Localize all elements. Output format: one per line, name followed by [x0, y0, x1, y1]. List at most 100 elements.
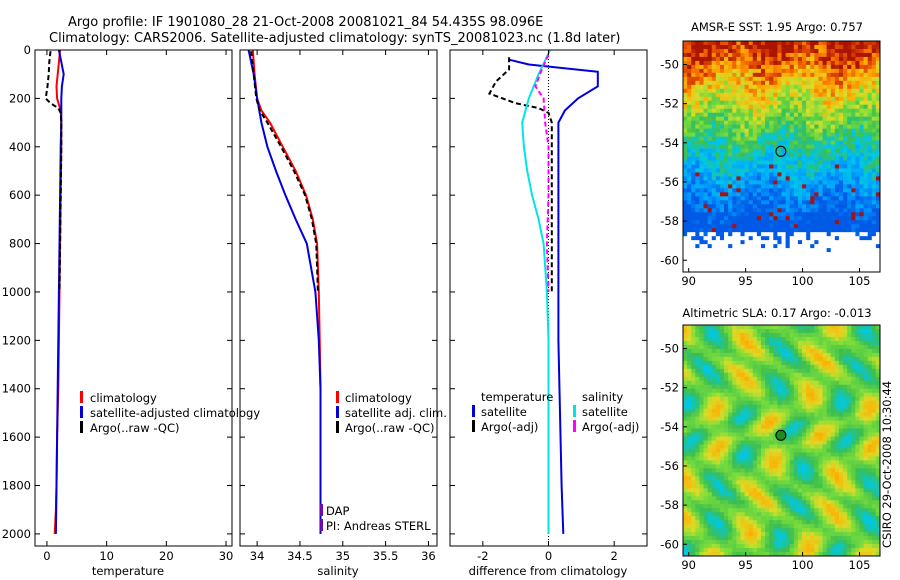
heatmap-cell	[802, 476, 807, 481]
heatmap-cell	[802, 372, 807, 378]
heatmap-cell	[769, 64, 774, 70]
heatmap-cell	[797, 484, 803, 489]
heatmap-cell	[695, 448, 700, 453]
heatmap-cell	[719, 456, 725, 461]
heatmap-cell	[797, 224, 803, 229]
heatmap-cell	[695, 168, 700, 173]
heatmap-cell	[699, 400, 704, 406]
heatmap-cell	[789, 476, 795, 481]
heatmap-cell	[806, 208, 811, 213]
heatmap-cell	[748, 432, 754, 437]
heatmap-cell	[851, 200, 856, 205]
heatmap-cell	[822, 396, 828, 402]
heatmap-cell	[715, 56, 721, 62]
heatmap-cell	[789, 336, 795, 342]
heatmap-cell	[687, 168, 692, 173]
heatmap-cell	[715, 488, 721, 493]
heatmap-cell	[810, 344, 815, 350]
heatmap-cell	[838, 132, 844, 137]
heatmap-cell	[740, 456, 745, 461]
heatmap-cell	[814, 44, 819, 50]
heatmap-cell	[830, 56, 836, 62]
heatmap-cell	[748, 52, 754, 58]
heatmap-cell	[847, 428, 852, 433]
heatmap-cell	[777, 364, 782, 370]
sst-map-panel: AMSR-E SST: 1.95 Argo: 0.757 90 95 100 105-…	[660, 20, 881, 288]
heatmap-cell	[715, 420, 721, 425]
heatmap-cell	[785, 104, 791, 110]
heatmap-cell	[683, 244, 688, 249]
heatmap-cell	[822, 84, 828, 90]
heatmap-cell	[843, 352, 848, 358]
heatmap-cell	[863, 136, 869, 141]
heatmap-cell	[843, 260, 848, 265]
heatmap-cell	[875, 460, 881, 465]
heatmap-cell	[855, 92, 860, 98]
heatmap-cell	[777, 172, 782, 177]
heatmap-cell	[875, 144, 881, 149]
heatmap-cell	[851, 220, 856, 225]
heatmap-cell	[752, 196, 758, 201]
heatmap-cell	[773, 116, 778, 122]
heatmap-cell	[683, 136, 688, 141]
heatmap-cell	[691, 88, 696, 94]
heatmap-cell	[822, 76, 828, 82]
heatmap-cell	[760, 64, 766, 70]
heatmap-cell	[683, 456, 688, 461]
heatmap-cell	[830, 224, 836, 229]
y-tick-label: 1400	[2, 382, 31, 396]
heatmap-cell	[740, 336, 745, 342]
heatmap-cell	[843, 244, 848, 249]
heatmap-cell	[715, 432, 721, 437]
heatmap-cell	[744, 325, 750, 330]
heatmap-cell	[703, 440, 709, 445]
heatmap-cell	[719, 344, 725, 350]
heatmap-cell	[822, 128, 828, 133]
heatmap-cell	[707, 180, 713, 185]
heatmap-cell	[781, 488, 786, 493]
heatmap-cell	[797, 180, 803, 185]
heatmap-cell	[843, 380, 848, 386]
heatmap-cell	[789, 352, 795, 358]
heatmap-cell	[765, 196, 770, 201]
heatmap-cell	[830, 348, 836, 354]
heatmap-cell	[756, 264, 762, 269]
heatmap-cell	[859, 92, 864, 98]
heatmap-cell	[785, 484, 791, 489]
heatmap-cell	[851, 140, 856, 145]
heatmap-cell	[859, 52, 864, 58]
heatmap-cell	[691, 380, 696, 386]
heatmap-cell	[765, 444, 770, 449]
heatmap-cell	[847, 404, 852, 410]
heatmap-cell	[736, 112, 741, 118]
heatmap-cell	[826, 224, 832, 229]
heatmap-cell	[871, 92, 877, 98]
heatmap-cell	[847, 136, 852, 141]
heatmap-cell	[875, 448, 881, 453]
heatmap-cell	[748, 216, 754, 221]
heatmap-cell	[789, 41, 795, 46]
heatmap-cell	[748, 172, 754, 177]
heatmap-cell	[777, 420, 782, 425]
heatmap-cell	[691, 236, 696, 241]
heatmap-cell	[818, 200, 823, 205]
heatmap-cell	[719, 72, 725, 78]
heatmap-cell	[728, 44, 733, 50]
heatmap-cell	[724, 92, 729, 98]
heatmap-cell	[760, 384, 766, 390]
heatmap-cell	[740, 124, 745, 130]
heatmap-cell	[847, 424, 852, 429]
heatmap-cell	[826, 436, 832, 441]
heatmap-cell	[785, 260, 791, 265]
heatmap-cell	[847, 348, 852, 354]
heatmap-cell	[830, 248, 836, 253]
heatmap-cell	[695, 268, 700, 273]
heatmap-cell	[703, 116, 709, 122]
heatmap-cell	[863, 484, 869, 489]
heatmap-cell	[785, 220, 791, 225]
heatmap-cell	[752, 48, 758, 54]
heatmap-cell	[781, 212, 786, 217]
heatmap-cell	[719, 332, 725, 338]
heatmap-cell	[724, 260, 729, 265]
heatmap-cell	[740, 148, 745, 153]
